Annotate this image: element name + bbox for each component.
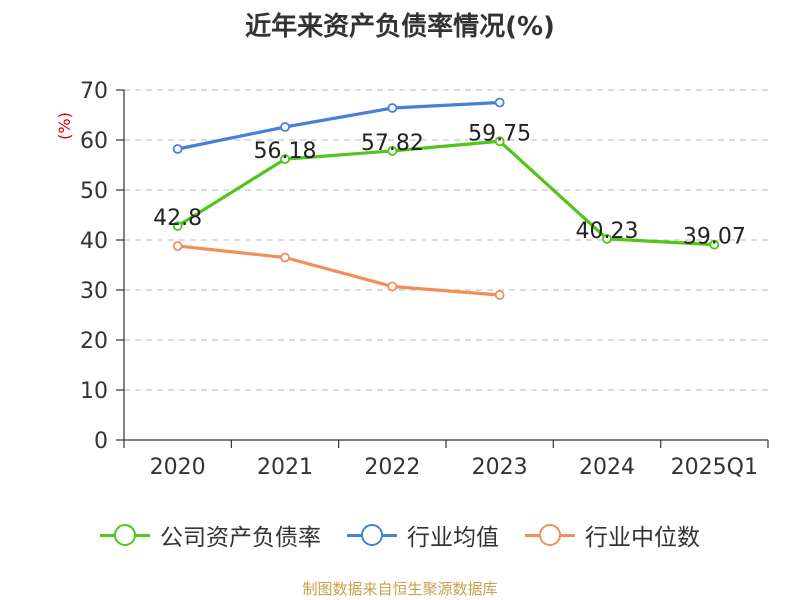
y-tick-label: 40 — [80, 229, 108, 254]
data-label: 40.23 — [576, 219, 639, 244]
legend-item-industry-mean[interactable]: 行业均值 — [347, 518, 499, 552]
legend-swatch-industry-median — [525, 524, 575, 546]
data-label: 59.75 — [468, 121, 531, 146]
legend-swatch-company — [100, 524, 150, 546]
y-tick-label: 30 — [80, 279, 108, 304]
data-point — [387, 103, 398, 113]
data-point — [494, 136, 505, 147]
data-point — [280, 252, 290, 263]
data-point — [602, 233, 612, 244]
x-tick-label: 2024 — [579, 455, 635, 480]
series-line — [176, 139, 715, 247]
data-point — [709, 239, 720, 250]
legend-label-industry-mean: 行业均值 — [407, 525, 499, 551]
data-label: 39.07 — [683, 225, 746, 250]
data-point — [172, 241, 183, 251]
x-tick-label: 2023 — [472, 455, 528, 480]
series-line — [177, 100, 500, 151]
x-tick-label: 2021 — [257, 455, 313, 480]
data-point — [494, 97, 505, 108]
y-tick-label: 70 — [80, 79, 108, 104]
x-tick-label: 2020 — [150, 455, 206, 480]
chart-title: 近年来资产负债率情况(%) — [245, 12, 555, 42]
data-point — [387, 145, 398, 156]
legend-item-company[interactable]: 公司资产负债率 — [100, 518, 321, 552]
series-line — [177, 244, 500, 297]
x-tick-label: 2025Q1 — [671, 455, 758, 480]
legend-label-industry-median: 行业中位数 — [585, 525, 700, 551]
legend-swatch-industry-mean — [347, 524, 397, 546]
legend: 公司资产负债率 行业均值 行业中位数 — [0, 518, 800, 552]
data-label: 42.8 — [153, 206, 202, 231]
y-tick-label: 50 — [80, 179, 108, 204]
y-tick-label: 0 — [94, 429, 108, 454]
y-tick-label: 20 — [80, 329, 108, 354]
legend-item-industry-median[interactable]: 行业中位数 — [525, 518, 700, 552]
y-tick-label: 60 — [80, 129, 108, 154]
legend-label-company: 公司资产负债率 — [160, 525, 321, 551]
y-axis-label: (%) — [55, 112, 74, 140]
data-point — [280, 122, 290, 132]
y-tick-label: 10 — [80, 379, 108, 404]
data-point — [280, 154, 290, 165]
data-point — [494, 290, 505, 300]
data-label: 56.18 — [254, 139, 317, 164]
data-source-note: 制图数据来自恒生聚源数据库 — [302, 580, 498, 598]
data-point — [172, 221, 183, 231]
data-label: 57.82 — [361, 131, 424, 156]
x-tick-label: 2022 — [364, 455, 420, 480]
data-point — [387, 281, 398, 292]
data-point — [172, 144, 183, 154]
